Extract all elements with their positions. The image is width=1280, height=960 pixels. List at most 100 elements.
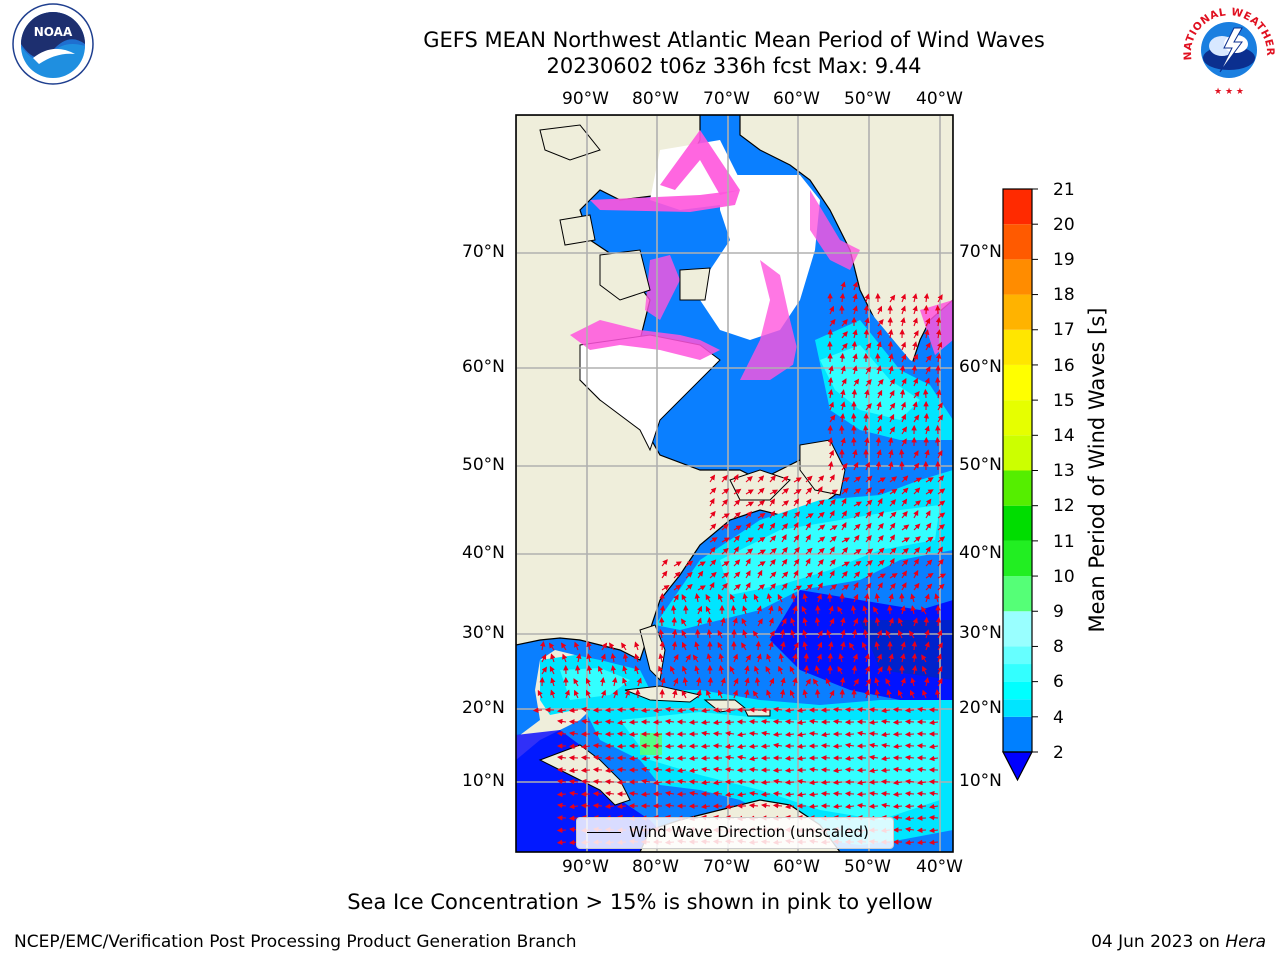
wave-direction-arrow xyxy=(828,641,834,651)
lon-label-top-40w: 40°W xyxy=(916,89,963,109)
wave-direction-arrow xyxy=(888,617,894,627)
wave-direction-arrow xyxy=(586,641,592,651)
wave-direction-arrow xyxy=(745,522,751,531)
wave-direction-arrow xyxy=(712,719,723,726)
wave-direction-arrow xyxy=(876,629,882,639)
legend-line-icon xyxy=(587,832,621,833)
wave-direction-arrow xyxy=(889,558,895,567)
wave-direction-arrow xyxy=(845,803,855,810)
wave-direction-arrow xyxy=(829,535,837,543)
wave-direction-arrow xyxy=(718,593,724,603)
wave-direction-arrow xyxy=(913,500,922,507)
wave-direction-arrow xyxy=(718,653,724,663)
wave-direction-arrow xyxy=(677,707,687,714)
wave-direction-arrow xyxy=(729,665,735,675)
wave-direction-arrow xyxy=(717,641,723,651)
legend-label: Wind Wave Direction (unscaled) xyxy=(629,823,869,841)
wave-direction-arrow xyxy=(769,630,775,639)
wave-direction-arrow xyxy=(634,641,640,651)
wave-direction-arrow xyxy=(868,719,879,726)
wave-direction-arrow xyxy=(769,583,776,591)
wave-direction-arrow xyxy=(756,653,762,663)
wave-direction-arrow xyxy=(853,534,860,543)
wave-direction-arrow xyxy=(733,488,742,495)
lat-label-left-20n: 20°N xyxy=(462,698,505,718)
wave-direction-arrow xyxy=(864,665,870,675)
wave-direction-arrow xyxy=(755,640,762,651)
colorbar-bin xyxy=(1003,294,1032,330)
wave-direction-arrow xyxy=(616,743,627,750)
wave-direction-arrow xyxy=(796,755,807,762)
wave-direction-arrow xyxy=(881,755,891,762)
wave-direction-arrow xyxy=(725,707,735,714)
wave-direction-arrow xyxy=(934,593,940,603)
wave-direction-arrow xyxy=(832,718,843,725)
wave-direction-arrow xyxy=(881,707,891,714)
wave-direction-arrow xyxy=(665,706,675,713)
wave-direction-arrow xyxy=(713,779,723,786)
wave-direction-arrow xyxy=(862,629,869,639)
wave-direction-arrow xyxy=(817,582,823,591)
wave-direction-arrow xyxy=(923,616,930,627)
wave-direction-arrow xyxy=(760,791,771,798)
wave-direction-arrow xyxy=(769,510,776,519)
wave-direction-arrow xyxy=(853,461,859,471)
wave-direction-arrow xyxy=(925,583,933,591)
wave-direction-arrow xyxy=(913,414,920,423)
lat-label-right-10n: 10°N xyxy=(959,771,1002,791)
wave-direction-arrow xyxy=(757,561,766,567)
wave-direction-arrow xyxy=(757,549,766,555)
wave-direction-arrow xyxy=(905,778,915,785)
wave-direction-arrow xyxy=(757,487,765,495)
wave-direction-arrow xyxy=(745,537,754,543)
wave-direction-arrow xyxy=(856,802,867,809)
lon-label-bottom-90w: 90°W xyxy=(562,857,609,877)
wave-direction-arrow xyxy=(760,779,771,786)
wave-direction-arrow xyxy=(935,376,941,387)
wave-direction-arrow xyxy=(929,803,939,810)
wave-direction-arrow xyxy=(864,389,870,399)
wave-direction-arrow xyxy=(659,640,666,651)
colorbar-bin xyxy=(1003,400,1032,436)
wave-direction-arrow xyxy=(911,364,918,375)
wave-direction-arrow xyxy=(865,499,873,507)
wave-direction-arrow xyxy=(805,498,812,507)
wave-direction-arrow xyxy=(784,755,795,762)
wave-direction-arrow xyxy=(748,766,759,773)
wave-direction-arrow xyxy=(900,293,906,303)
wave-direction-arrow xyxy=(712,730,723,737)
wave-direction-arrow xyxy=(641,766,651,773)
wave-direction-arrow xyxy=(935,616,942,627)
wave-direction-arrow xyxy=(730,604,737,615)
wave-direction-arrow xyxy=(877,522,884,531)
wave-direction-arrow xyxy=(682,677,689,687)
wave-direction-arrow xyxy=(745,548,754,555)
wave-direction-arrow xyxy=(885,629,891,639)
wave-direction-arrow xyxy=(874,593,881,603)
wave-direction-arrow xyxy=(935,353,942,363)
wave-direction-arrow xyxy=(889,547,897,555)
wave-direction-arrow xyxy=(724,766,735,773)
wave-direction-arrow xyxy=(898,617,904,627)
wave-direction-arrow xyxy=(937,500,946,507)
wave-direction-arrow xyxy=(732,653,738,663)
wave-direction-arrow xyxy=(921,606,927,615)
wave-direction-arrow xyxy=(850,605,857,615)
wave-direction-arrow xyxy=(769,677,775,687)
wave-direction-arrow xyxy=(790,617,796,627)
wave-direction-arrow xyxy=(733,559,741,567)
wave-direction-arrow xyxy=(749,755,759,762)
wave-direction-arrow xyxy=(721,572,730,579)
wave-direction-arrow xyxy=(852,293,858,303)
wave-direction-arrow xyxy=(853,560,862,567)
wave-direction-arrow xyxy=(913,569,919,579)
wave-direction-arrow xyxy=(844,766,855,773)
chart-subtitle: 20230602 t06z 336h fcst Max: 9.44 xyxy=(546,54,922,78)
noaa-logo: NOAA xyxy=(12,3,94,85)
wave-direction-arrow xyxy=(908,630,915,639)
wave-direction-arrow xyxy=(904,815,915,822)
wave-direction-arrow xyxy=(937,294,943,303)
noaa-logo-text: NOAA xyxy=(34,25,73,39)
wave-direction-arrow xyxy=(745,582,751,591)
wave-direction-arrow xyxy=(673,584,682,591)
